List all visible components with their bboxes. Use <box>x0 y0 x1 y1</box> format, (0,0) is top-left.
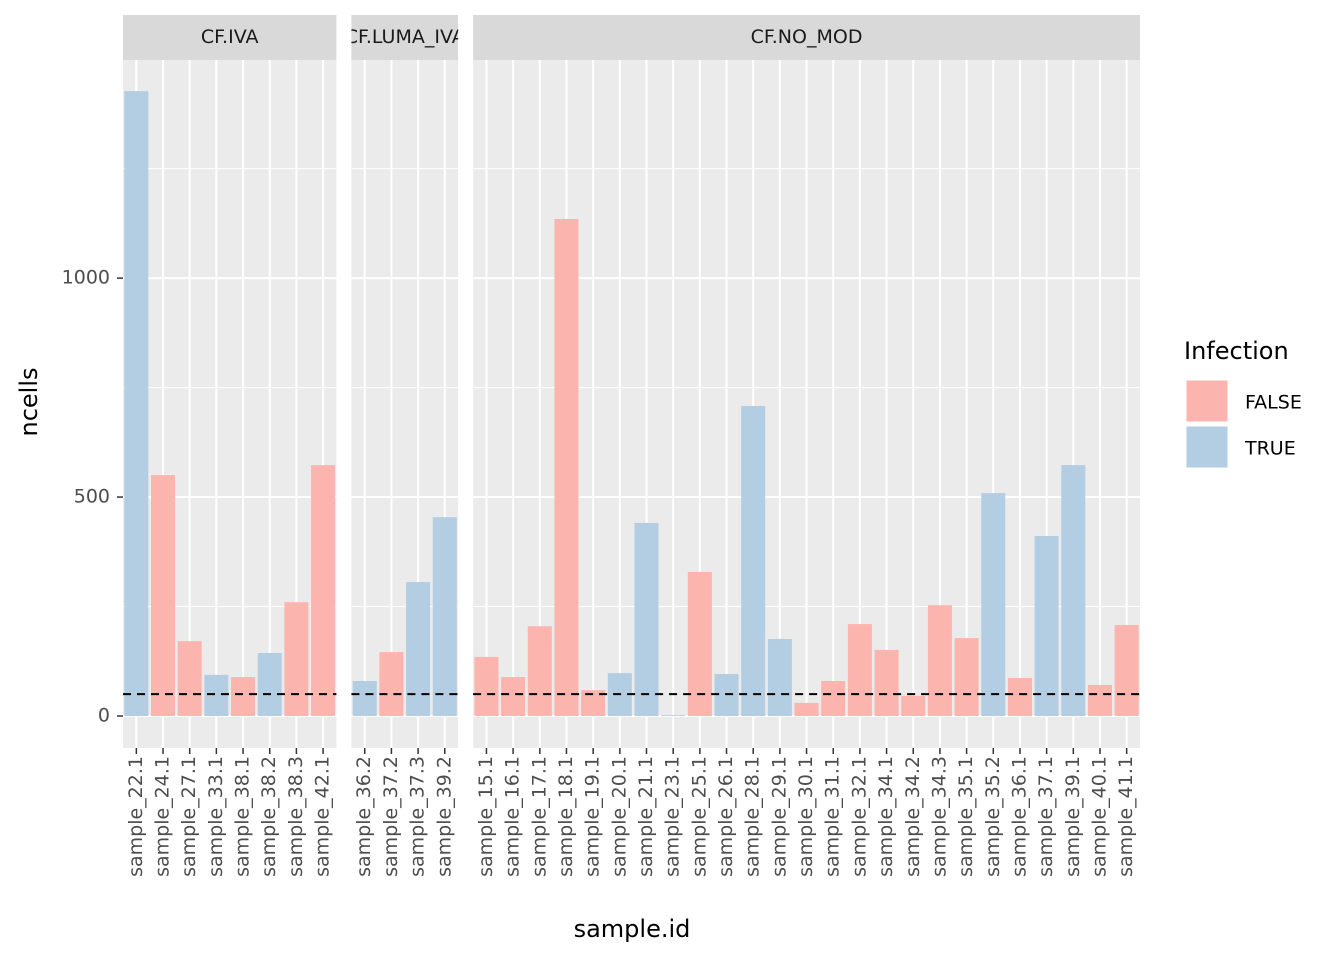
bar <box>821 680 846 717</box>
x-tick-label: sample_25.1 <box>688 756 710 877</box>
facet-panel: CF.NO_MOD sample_15.1 sample_16.1 sample_17… <box>473 15 1140 877</box>
x-tick-label: sample_26.1 <box>715 756 737 877</box>
bar <box>284 602 309 717</box>
y-tick-label: 1000 <box>62 267 110 289</box>
bar <box>527 626 552 717</box>
bar <box>1007 677 1032 717</box>
x-tick-label: sample_37.2 <box>380 756 402 877</box>
strip-background <box>123 15 337 60</box>
bar <box>554 218 579 717</box>
bar <box>231 677 256 717</box>
bar <box>204 674 229 717</box>
legend-key <box>1185 379 1229 423</box>
x-tick-label: sample_30.1 <box>795 756 817 877</box>
x-tick-label: sample_34.1 <box>875 756 897 877</box>
legend-label: TRUE <box>1244 438 1296 460</box>
bar <box>874 649 899 717</box>
bar <box>687 571 712 717</box>
x-tick-label: sample_33.1 <box>205 756 227 877</box>
facet-title: CF.LUMA_IVA <box>345 26 465 48</box>
bar <box>661 715 686 717</box>
x-tick-label: sample_28.1 <box>742 756 764 877</box>
x-tick-label: sample_21.1 <box>635 756 657 877</box>
bar <box>741 405 766 717</box>
y-tick-label: 0 <box>98 705 110 727</box>
x-tick-label: sample_27.1 <box>178 756 200 877</box>
bar <box>311 465 336 717</box>
x-tick-label: sample_19.1 <box>582 756 604 877</box>
bar <box>257 652 282 717</box>
x-tick-label: sample_39.2 <box>433 756 455 877</box>
x-tick-label: sample_38.1 <box>232 756 254 877</box>
x-tick-label: sample_38.3 <box>285 756 307 877</box>
x-tick-label: sample_38.2 <box>258 756 280 877</box>
bar <box>794 702 819 717</box>
bar <box>954 638 979 717</box>
bar <box>474 656 499 717</box>
x-tick-label: sample_23.1 <box>662 756 684 877</box>
bar <box>124 91 149 717</box>
bar <box>1034 536 1059 717</box>
x-tick-label: sample_18.1 <box>555 756 577 877</box>
x-tick-label: sample_17.1 <box>528 756 550 877</box>
legend-label: FALSE <box>1245 392 1302 414</box>
x-tick-label: sample_35.1 <box>955 756 977 877</box>
x-tick-label: sample_37.1 <box>1035 756 1057 877</box>
legend-key <box>1185 425 1229 469</box>
y-tick-label: 500 <box>74 486 110 508</box>
legend-title: Infection <box>1184 337 1289 365</box>
bar <box>501 677 526 717</box>
x-tick-label: sample_15.1 <box>475 756 497 877</box>
y-axis-title: ncells <box>15 367 43 436</box>
x-tick-label: sample_42.1 <box>312 756 334 877</box>
facet-title: CF.NO_MOD <box>751 26 863 48</box>
x-tick-label: sample_32.1 <box>848 756 870 877</box>
bar <box>1087 684 1112 717</box>
x-tick-label: sample_40.1 <box>1088 756 1110 877</box>
bar <box>767 638 792 717</box>
bar <box>406 582 431 717</box>
bar <box>379 652 404 717</box>
x-tick-label: sample_37.3 <box>407 756 429 877</box>
x-tick-label: sample_41.1 <box>1115 756 1137 877</box>
x-tick-label: sample_24.1 <box>152 756 174 877</box>
bar <box>151 475 176 717</box>
x-axis-title: sample.id <box>574 915 691 943</box>
bar <box>1061 465 1086 717</box>
bar <box>927 605 952 717</box>
x-tick-label: sample_36.2 <box>353 756 375 877</box>
bar <box>634 522 659 717</box>
x-tick-label: sample_36.1 <box>1008 756 1030 877</box>
bar <box>981 493 1006 717</box>
x-tick-label: sample_22.1 <box>125 756 147 877</box>
x-tick-label: sample_31.1 <box>822 756 844 877</box>
bar <box>1114 624 1139 717</box>
x-tick-label: sample_16.1 <box>502 756 524 877</box>
x-tick-label: sample_20.1 <box>608 756 630 877</box>
x-tick-label: sample_34.3 <box>928 756 950 877</box>
x-tick-label: sample_39.1 <box>1062 756 1084 877</box>
bar <box>432 517 457 717</box>
strip-background <box>351 15 459 60</box>
x-tick-label: sample_34.2 <box>902 756 924 877</box>
x-tick-label: sample_35.2 <box>982 756 1004 877</box>
bar <box>177 641 202 717</box>
bar <box>847 624 872 717</box>
x-tick-label: sample_29.1 <box>768 756 790 877</box>
facet-title: CF.IVA <box>201 26 259 48</box>
bar <box>901 695 926 717</box>
bar <box>352 680 377 717</box>
strip-background <box>473 15 1140 60</box>
